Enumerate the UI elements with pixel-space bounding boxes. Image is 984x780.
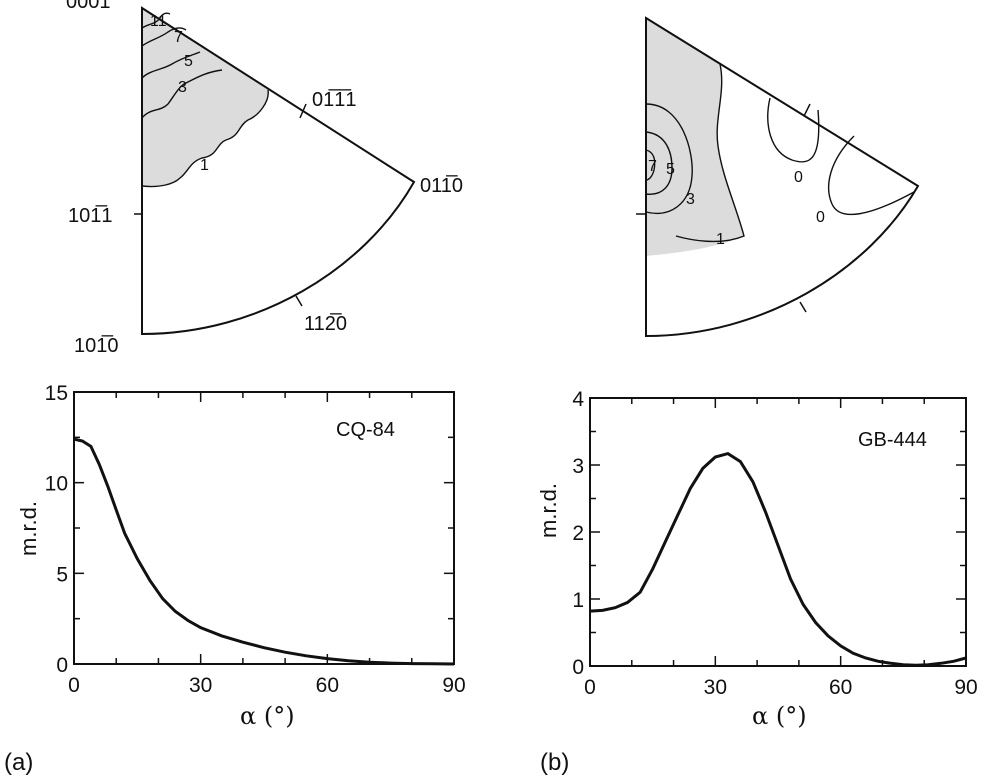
pole-figure-a-contour-3 <box>141 69 223 119</box>
pole-figure-b-contour-label-0a: 0 <box>794 169 803 186</box>
chart-a-frame <box>73 391 455 665</box>
chart-b-xtick-label: 30 <box>704 676 727 699</box>
pole-figure-b-contour-label-3: 3 <box>686 191 695 208</box>
pole-figure-b-contour-0-upper <box>767 97 820 163</box>
pole-figure-a-contour-5 <box>141 51 201 79</box>
chart-b-ytick-label: 0 <box>572 656 584 679</box>
chart-b-series-line <box>589 451 967 667</box>
panel-label-a: (a) <box>4 749 33 776</box>
chart-b: 0 30 60 90 0 1 2 3 4 GB-444 α (°) m.r.d. <box>536 388 978 730</box>
chart-a-xtick-label: 90 <box>442 674 465 697</box>
chart-b-xtick-label: 60 <box>829 676 852 699</box>
panel-label-b: (b) <box>540 749 569 776</box>
pole-figure-a-label-1010: 101̅0 <box>74 334 119 357</box>
pole-figure-a-label-1011: 101̅1 <box>68 204 113 227</box>
chart-b-ytick-label: 3 <box>572 455 584 478</box>
pole-figure-a-contour-label-5: 5 <box>184 53 193 70</box>
pole-figure-a-contour-label-7: 7 <box>174 29 183 46</box>
chart-a-xtick-label: 0 <box>68 674 80 697</box>
chart-a-ytick-label: 0 <box>56 654 68 677</box>
pole-figure-a: 0001 01̅1̅1 011̅0 101̅1 101̅0 112̅0 11 7… <box>66 0 463 357</box>
pole-figure-b-tick-upper <box>803 103 811 117</box>
pole-figure-b: 7 5 3 1 0 0 <box>636 16 920 338</box>
chart-a-ytick-label: 5 <box>56 563 68 586</box>
pole-figure-a-outline <box>141 6 416 336</box>
pole-figure-b-contour-1 <box>675 63 745 243</box>
chart-b-ytick-label: 2 <box>572 522 584 545</box>
chart-a-tick-labels: 0 30 60 90 0 5 10 15 <box>45 382 466 697</box>
chart-b-xtick-label: 0 <box>584 676 596 699</box>
chart-b-sample-label: GB-444 <box>858 429 927 451</box>
pole-figure-a-tick-0111 <box>299 103 307 119</box>
pole-figure-a-label-0001: 0001 <box>66 0 111 13</box>
pole-figure-a-label-0110: 011̅0 <box>420 174 463 197</box>
pole-figure-a-label-1120: 112̅0 <box>304 312 347 335</box>
pole-figure-a-tick-1120 <box>295 295 303 307</box>
chart-a-xlabel: α (°) <box>240 702 295 730</box>
pole-figure-b-contour-5 <box>645 131 673 195</box>
pole-figure-a-shaded-region <box>142 8 269 187</box>
pole-figure-b-contour-label-5: 5 <box>666 161 675 178</box>
chart-b-tick-labels: 0 30 60 90 0 1 2 3 4 <box>572 388 977 699</box>
pole-figure-b-contour-label-7: 7 <box>648 158 657 175</box>
chart-b-xlabel: α (°) <box>752 702 807 730</box>
chart-a-xtick-label: 30 <box>189 674 212 697</box>
pole-figure-a-contour-label-11: 11 <box>150 13 167 30</box>
pole-figure-a-contour-1 <box>141 89 269 188</box>
pole-figure-b-contour-label-0b: 0 <box>816 209 825 226</box>
pole-figure-b-contour-7 <box>645 149 656 181</box>
chart-a-xtick-label: 60 <box>316 674 339 697</box>
pole-figure-a-label-0111: 01̅1̅1 <box>312 88 357 111</box>
pole-figure-b-outline <box>645 16 920 338</box>
pole-figure-b-contour-0-lower <box>828 135 915 216</box>
chart-a-ytick-label: 15 <box>45 382 68 405</box>
chart-a-sample-label: CQ-84 <box>336 419 395 441</box>
chart-a: 0 30 60 90 0 5 10 15 CQ-84 α (°) m.r.d. <box>16 382 466 730</box>
pole-figure-a-contour-11 <box>141 12 171 29</box>
chart-a-series-line <box>73 437 455 666</box>
pole-figure-b-contour-3 <box>645 103 693 214</box>
pole-figure-b-shaded-region <box>646 18 744 256</box>
pole-figure-b-contour-label-1: 1 <box>716 231 725 248</box>
pole-figure-b-tick-lower <box>799 301 807 313</box>
chart-b-ytick-label: 1 <box>572 589 584 612</box>
chart-a-ytick-label: 10 <box>45 473 68 496</box>
chart-b-ytick-label: 4 <box>572 388 584 411</box>
chart-b-xtick-label: 90 <box>954 676 977 699</box>
chart-a-ticks <box>73 391 455 665</box>
pole-figure-a-contour-label-1: 1 <box>200 157 209 174</box>
chart-a-ylabel: m.r.d. <box>16 501 41 556</box>
chart-b-ylabel: m.r.d. <box>536 483 561 538</box>
pole-figure-a-contour-label-3: 3 <box>178 79 187 96</box>
pole-figure-a-contour-7 <box>141 27 187 47</box>
